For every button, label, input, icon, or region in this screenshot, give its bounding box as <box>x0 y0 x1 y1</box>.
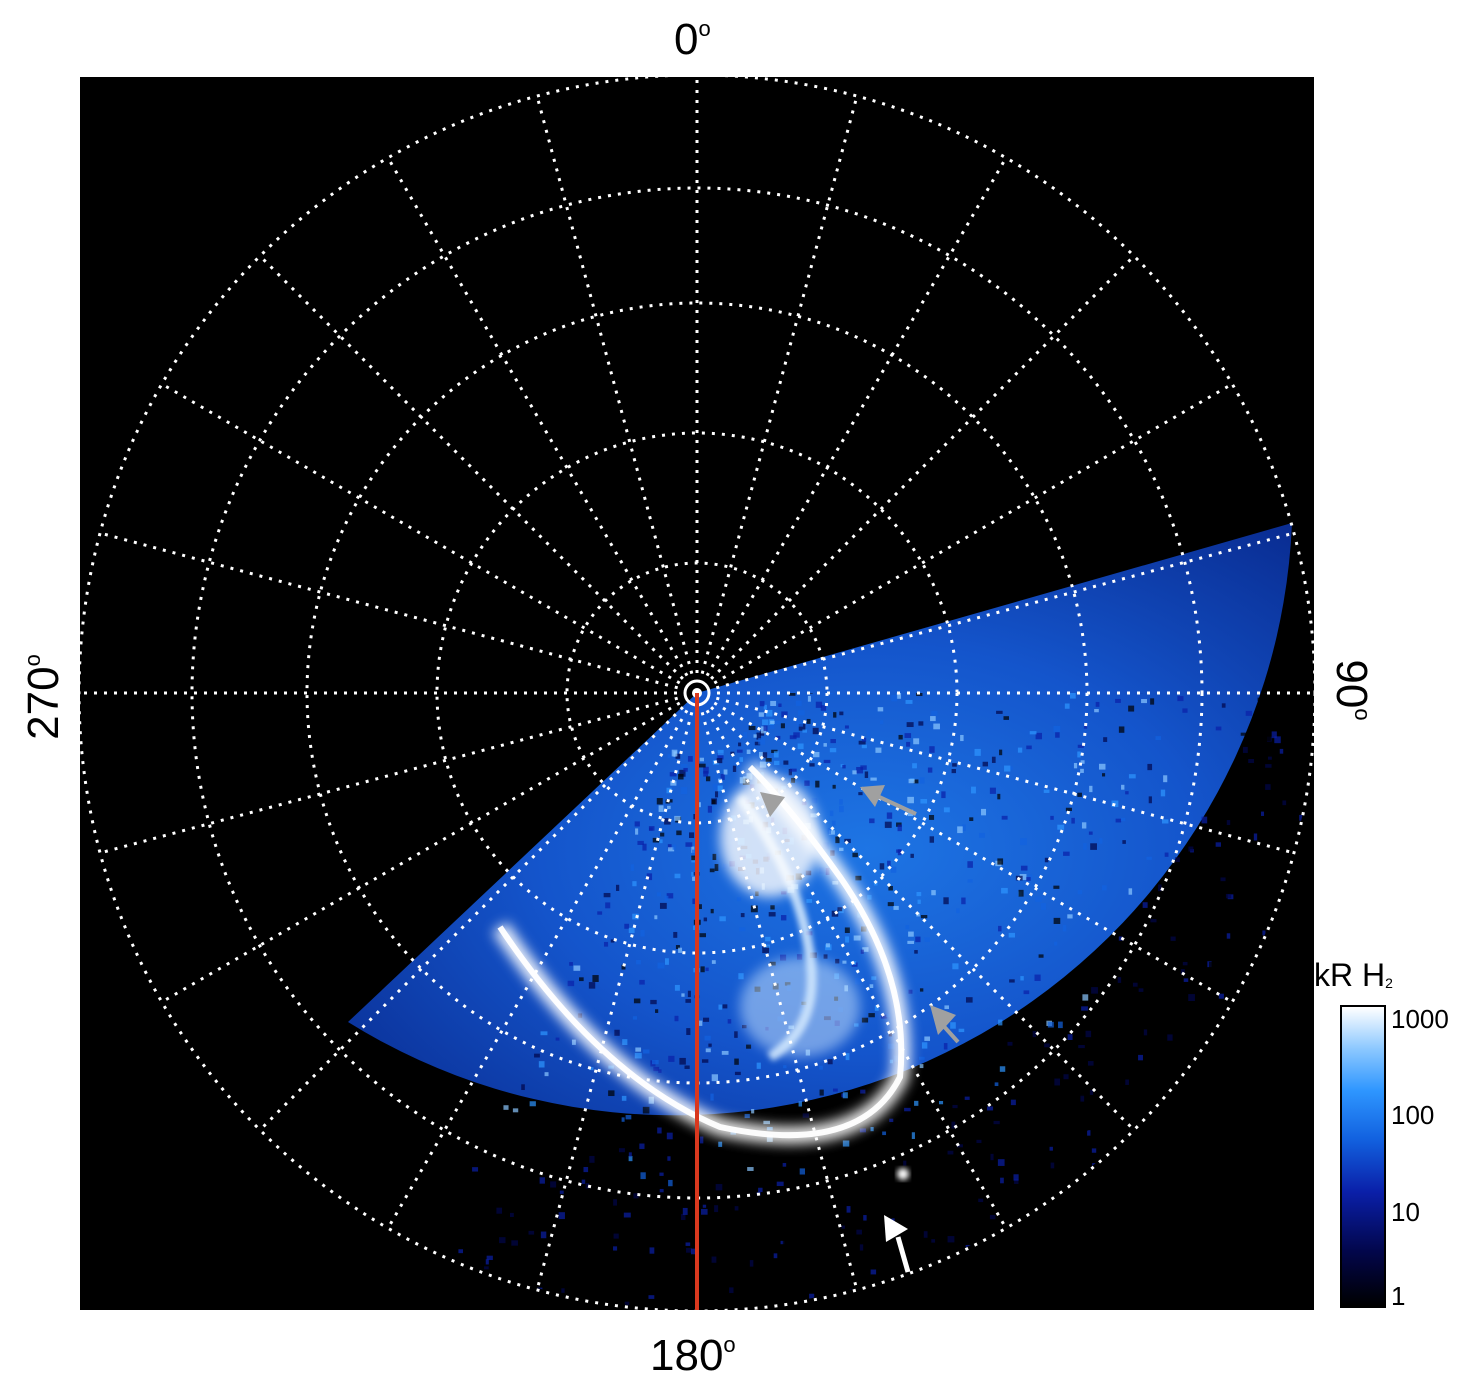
meridian-line <box>99 531 679 690</box>
emission-wedge <box>348 523 1310 1309</box>
meridian-line <box>161 382 681 685</box>
meridian-line <box>258 254 684 680</box>
arrow-pointer-icon <box>930 1005 960 1044</box>
colorbar-title: kR H2 <box>1314 957 1393 993</box>
colorbar <box>1340 1005 1386 1308</box>
longitude-label-90: 90o <box>1327 659 1376 721</box>
latitude-circle <box>190 186 1204 1200</box>
meridian-line <box>700 95 859 675</box>
arrow-pointer-icon <box>860 785 917 816</box>
meridian-line <box>386 157 689 677</box>
meridian-line <box>535 95 694 675</box>
colorbar-tick-10: 10 <box>1391 1197 1420 1227</box>
colorbar-tick-1: 1 <box>1391 1281 1406 1311</box>
longitude-label-180: 180o <box>650 1331 736 1380</box>
arrow-pointer-icon <box>760 792 785 817</box>
meridian-line <box>705 157 1008 677</box>
colorbar-tick-100: 100 <box>1391 1100 1435 1130</box>
polar-projection-panel <box>80 77 1314 1310</box>
arrow-pointer-icon <box>884 1215 911 1273</box>
colorbar-tick-1000: 1000 <box>1391 1004 1449 1034</box>
aurora-polar-map <box>80 77 1314 1310</box>
longitude-label-270: 270o <box>19 654 68 740</box>
longitude-label-0: 0o <box>674 15 711 64</box>
